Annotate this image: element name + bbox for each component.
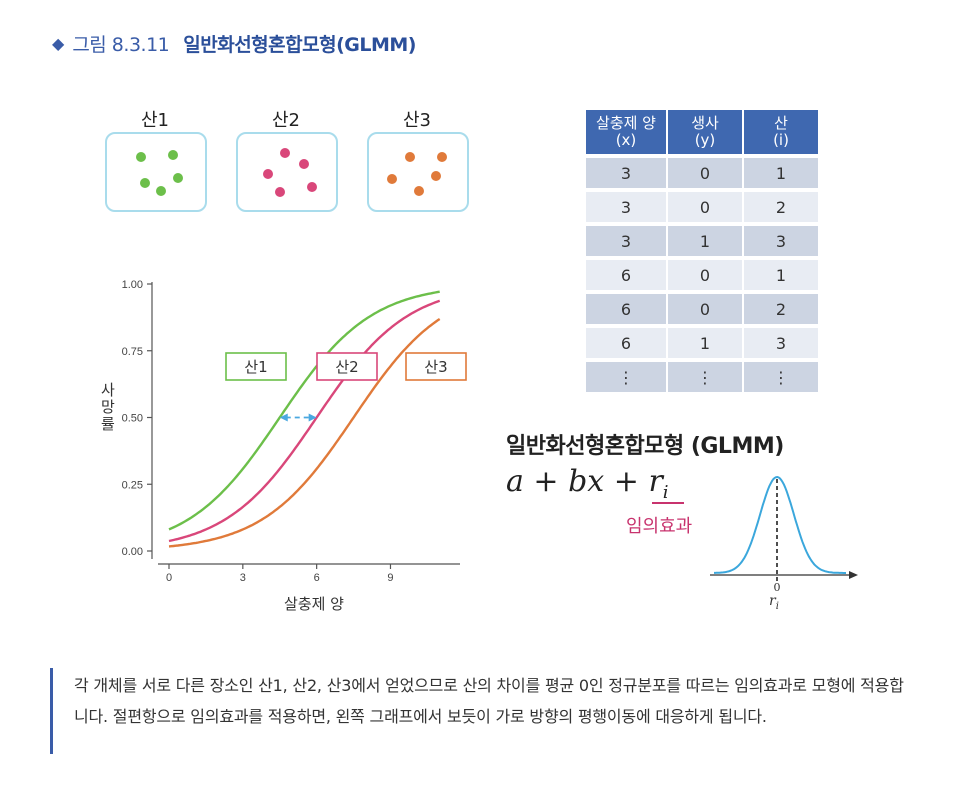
dist-x-tick: 0 (774, 581, 781, 594)
series-label-box-3 (405, 352, 467, 381)
series-curve-3 (168, 317, 441, 548)
mountain-label-2: 산2 (271, 110, 300, 131)
individual-dot (275, 187, 285, 197)
y-tick-label: 0.00 (122, 546, 143, 558)
individual-dot (387, 174, 397, 184)
arrow-right-icon (849, 571, 858, 579)
individual-dot (299, 159, 309, 169)
mountain-box-2 (236, 132, 338, 212)
table-header-row: 살충제 양 (x) 생사 (y) 산 (i) (586, 110, 818, 156)
individual-dot (136, 152, 146, 162)
figure-title: ◆ 그림 8.3.11 일반화선형혼합모형(GLMM) (52, 30, 416, 57)
x-tick-label: 0 (166, 572, 172, 584)
arrow-right-icon (308, 413, 317, 422)
series-label-box-1 (225, 352, 287, 381)
individual-dot (431, 171, 441, 181)
series-label-1: 산1 (244, 358, 267, 376)
mountain-box-1 (105, 132, 207, 212)
series-curve-2 (168, 299, 441, 543)
individual-dot (263, 169, 273, 179)
individual-dot (414, 186, 424, 196)
header-mountain: 산 (i) (743, 110, 818, 156)
series-curve-1 (168, 290, 440, 531)
series-label-2: 산2 (335, 358, 358, 376)
y-tick-label: 1.00 (122, 279, 143, 291)
random-effect-label: 임의효과 (626, 516, 693, 537)
glmm-formula: a + bx + ri (506, 464, 669, 503)
y-tick-label: 0.25 (122, 479, 143, 491)
formula-random-effect: ri (648, 464, 669, 503)
individual-dot (156, 186, 166, 196)
caption-bar (50, 668, 53, 754)
chart-curves (168, 290, 441, 548)
glmm-title: 일반화선형혼합모형 (GLMM) (506, 434, 784, 459)
diamond-icon: ◆ (52, 34, 65, 53)
mountain-label-1: 산1 (140, 110, 169, 131)
series-label-box-2 (316, 352, 378, 381)
individual-dot (140, 178, 150, 188)
individual-dot (405, 152, 415, 162)
series-label-3: 산3 (424, 358, 447, 376)
normal-curve (714, 475, 846, 574)
arrow-left-icon (279, 413, 288, 422)
dist-x-label: ri (769, 593, 779, 612)
individual-dot (307, 182, 317, 192)
y-tick-label: 0.50 (122, 413, 143, 425)
mountain-label-3: 산3 (402, 110, 431, 131)
figure-number: 그림 8.3.11 (72, 34, 170, 56)
header-dose: 살충제 양 (x) (586, 110, 668, 156)
table-row: ⋮ ⋮ ⋮ (586, 358, 818, 392)
x-axis-label: 살충제 양 (284, 595, 344, 613)
x-tick-label: 9 (387, 572, 393, 584)
y-tick-label: 0.75 (122, 346, 143, 358)
figure-name: 일반화선형혼합모형(GLMM) (183, 34, 416, 56)
mountain-box-3 (367, 132, 469, 212)
formula-main: a + bx + (506, 464, 649, 499)
individual-dot (280, 148, 290, 158)
header-survival: 생사 (y) (667, 110, 744, 156)
x-tick-label: 6 (314, 572, 320, 584)
normal-distribution-plot: 0ri (710, 475, 858, 612)
caption-text: 각 개체를 서로 다른 장소인 산1, 산2, 산3에서 얻었으므로 산의 차이… (74, 676, 904, 726)
x-tick-label: 3 (240, 572, 246, 584)
individual-dot (437, 152, 447, 162)
individual-dot (168, 150, 178, 160)
random-effect-underline (652, 502, 684, 504)
chart-series-labels: 산1 산2 산3 (225, 352, 467, 381)
individual-dot (173, 173, 183, 183)
chart-axes: 0.00 0.25 0.50 0.75 1.00 0 3 6 9 살충제 양 사 망 률 (101, 279, 460, 613)
